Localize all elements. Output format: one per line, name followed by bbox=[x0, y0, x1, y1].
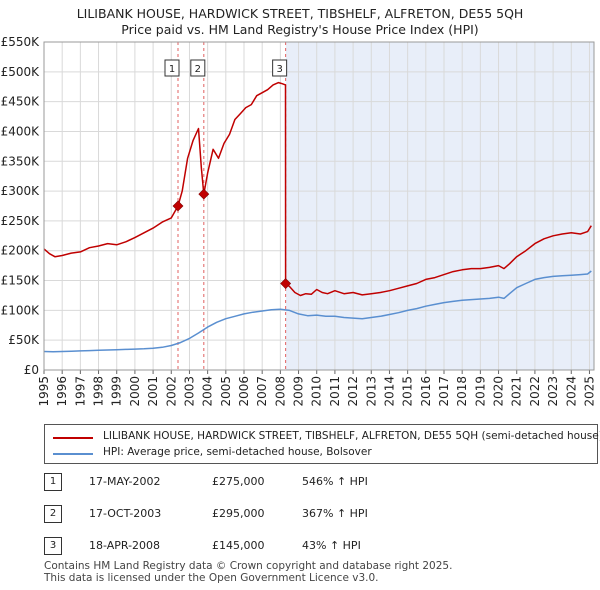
legend-label-hpi: HPI: Average price, semi-detached house,… bbox=[103, 446, 372, 458]
x-tick-label: 2012 bbox=[346, 376, 360, 407]
x-tick-label: 2008 bbox=[273, 376, 287, 407]
x-tick-label: 2019 bbox=[473, 376, 487, 407]
y-tick-label: £400K bbox=[1, 124, 41, 138]
y-tick-label: £350K bbox=[1, 154, 41, 168]
x-tick-label: 1995 bbox=[37, 376, 51, 407]
sale-date-markers bbox=[177, 42, 287, 370]
y-tick-label: £100K bbox=[1, 303, 41, 317]
sale-box-label: 3 bbox=[276, 64, 282, 75]
sale-box-label: 2 bbox=[195, 64, 201, 75]
x-tick-label: 2023 bbox=[546, 376, 560, 407]
sale-box-frame bbox=[272, 59, 288, 77]
sale-number-box: 3 bbox=[272, 59, 288, 77]
x-tick-label: 2014 bbox=[382, 376, 396, 407]
x-tick-label: 2020 bbox=[492, 376, 506, 407]
y-tick-label: £0 bbox=[24, 363, 39, 377]
transaction-hpi: 546% ↑ HPI bbox=[302, 475, 368, 488]
sale-number-box: 1 bbox=[164, 59, 180, 77]
legend: LILIBANK HOUSE, HARDWICK STREET, TIBSHEL… bbox=[44, 424, 600, 464]
transaction-price: £145,000 bbox=[212, 539, 265, 552]
y-tick-label: £550K bbox=[1, 35, 41, 49]
x-tick-label: 2000 bbox=[128, 376, 142, 407]
x-tick-label: 2010 bbox=[310, 376, 324, 407]
x-tick-label: 2005 bbox=[219, 376, 233, 407]
y-tick-label: £200K bbox=[1, 244, 41, 258]
plot-frame bbox=[43, 41, 595, 371]
x-tick-label: 2002 bbox=[164, 376, 178, 407]
chart-title: LILIBANK HOUSE, HARDWICK STREET, TIBSHEL… bbox=[76, 6, 524, 21]
x-axis-labels: 1995 1996 1997 1998 1999 2000 2001 2002 2003 2004… bbox=[37, 370, 596, 407]
footer-licence: This data is licensed under the Open Gov… bbox=[44, 572, 379, 584]
x-tick-label: 2004 bbox=[201, 376, 215, 407]
sale-points bbox=[172, 188, 292, 289]
transaction-date: 17-MAY-2002 bbox=[89, 475, 161, 488]
y-tick-label: £150K bbox=[1, 274, 41, 288]
x-tick-label: 1996 bbox=[55, 376, 69, 407]
sale-box-label: 1 bbox=[169, 64, 175, 75]
x-tick-label: 2009 bbox=[292, 376, 306, 407]
transaction-number: 1 bbox=[44, 473, 62, 491]
transaction-number: 3 bbox=[44, 537, 62, 555]
transaction-number: 2 bbox=[44, 505, 62, 523]
sale-number-box: 2 bbox=[190, 59, 206, 77]
x-tick-label: 2018 bbox=[455, 376, 469, 407]
y-tick-label: £300K bbox=[1, 184, 41, 198]
grid-lines bbox=[43, 41, 594, 371]
legend-swatch-red bbox=[53, 437, 93, 439]
y-tick-label: £250K bbox=[1, 214, 41, 228]
x-tick-label: 2003 bbox=[182, 376, 196, 407]
x-tick-label: 2021 bbox=[510, 376, 524, 407]
x-tick-label: 2001 bbox=[146, 376, 160, 407]
x-tick-label: 2024 bbox=[564, 376, 578, 407]
x-tick-label: 2015 bbox=[401, 376, 415, 407]
transaction-hpi: 367% ↑ HPI bbox=[302, 507, 368, 520]
transaction-date: 18-APR-2008 bbox=[89, 539, 161, 552]
transaction-price: £275,000 bbox=[212, 475, 265, 488]
hpi-line bbox=[43, 270, 592, 353]
y-tick-label: £450K bbox=[1, 95, 41, 109]
x-tick-label: 1999 bbox=[110, 376, 124, 407]
y-tick-label: £500K bbox=[1, 65, 41, 79]
x-tick-label: 2016 bbox=[419, 376, 433, 407]
transaction-date: 17-OCT-2003 bbox=[89, 507, 162, 520]
x-tick-label: 2006 bbox=[237, 376, 251, 407]
x-tick-label: 1997 bbox=[73, 376, 87, 407]
sale-number-boxes: 1 2 3 bbox=[164, 59, 288, 77]
transaction-hpi: 43% ↑ HPI bbox=[302, 539, 361, 552]
sale-point bbox=[280, 278, 292, 289]
chart-subtitle: Price paid vs. HM Land Registry's House … bbox=[121, 22, 479, 37]
legend-label-property: LILIBANK HOUSE, HARDWICK STREET, TIBSHEL… bbox=[103, 430, 600, 442]
sale-point bbox=[172, 200, 184, 212]
x-tick-label: 2007 bbox=[255, 376, 269, 407]
sale-point bbox=[198, 188, 210, 200]
x-tick-label: 2017 bbox=[437, 376, 451, 407]
legend-swatch-blue bbox=[53, 453, 93, 455]
post-sale-shaded-region bbox=[285, 42, 594, 370]
x-tick-label: 2011 bbox=[328, 376, 342, 407]
y-tick-label: £50K bbox=[8, 333, 40, 347]
sale-box-frame bbox=[164, 59, 180, 77]
x-tick-label: 2025 bbox=[582, 376, 596, 407]
price-chart: £0 £50K £100K £150K £200K £250K £300K £350K £400… bbox=[1, 35, 597, 407]
y-axis-labels: £0 £50K £100K £150K £200K £250K £300K £350K £400… bbox=[1, 35, 41, 377]
x-tick-label: 2022 bbox=[528, 376, 542, 407]
x-tick-label: 2013 bbox=[364, 376, 378, 407]
transaction-price: £295,000 bbox=[212, 507, 265, 520]
x-tick-label: 1998 bbox=[92, 376, 106, 407]
footer-copyright: Contains HM Land Registry data © Crown c… bbox=[44, 560, 453, 572]
footer: Contains HM Land Registry data © Crown c… bbox=[44, 560, 452, 584]
sale-box-frame bbox=[190, 59, 206, 77]
